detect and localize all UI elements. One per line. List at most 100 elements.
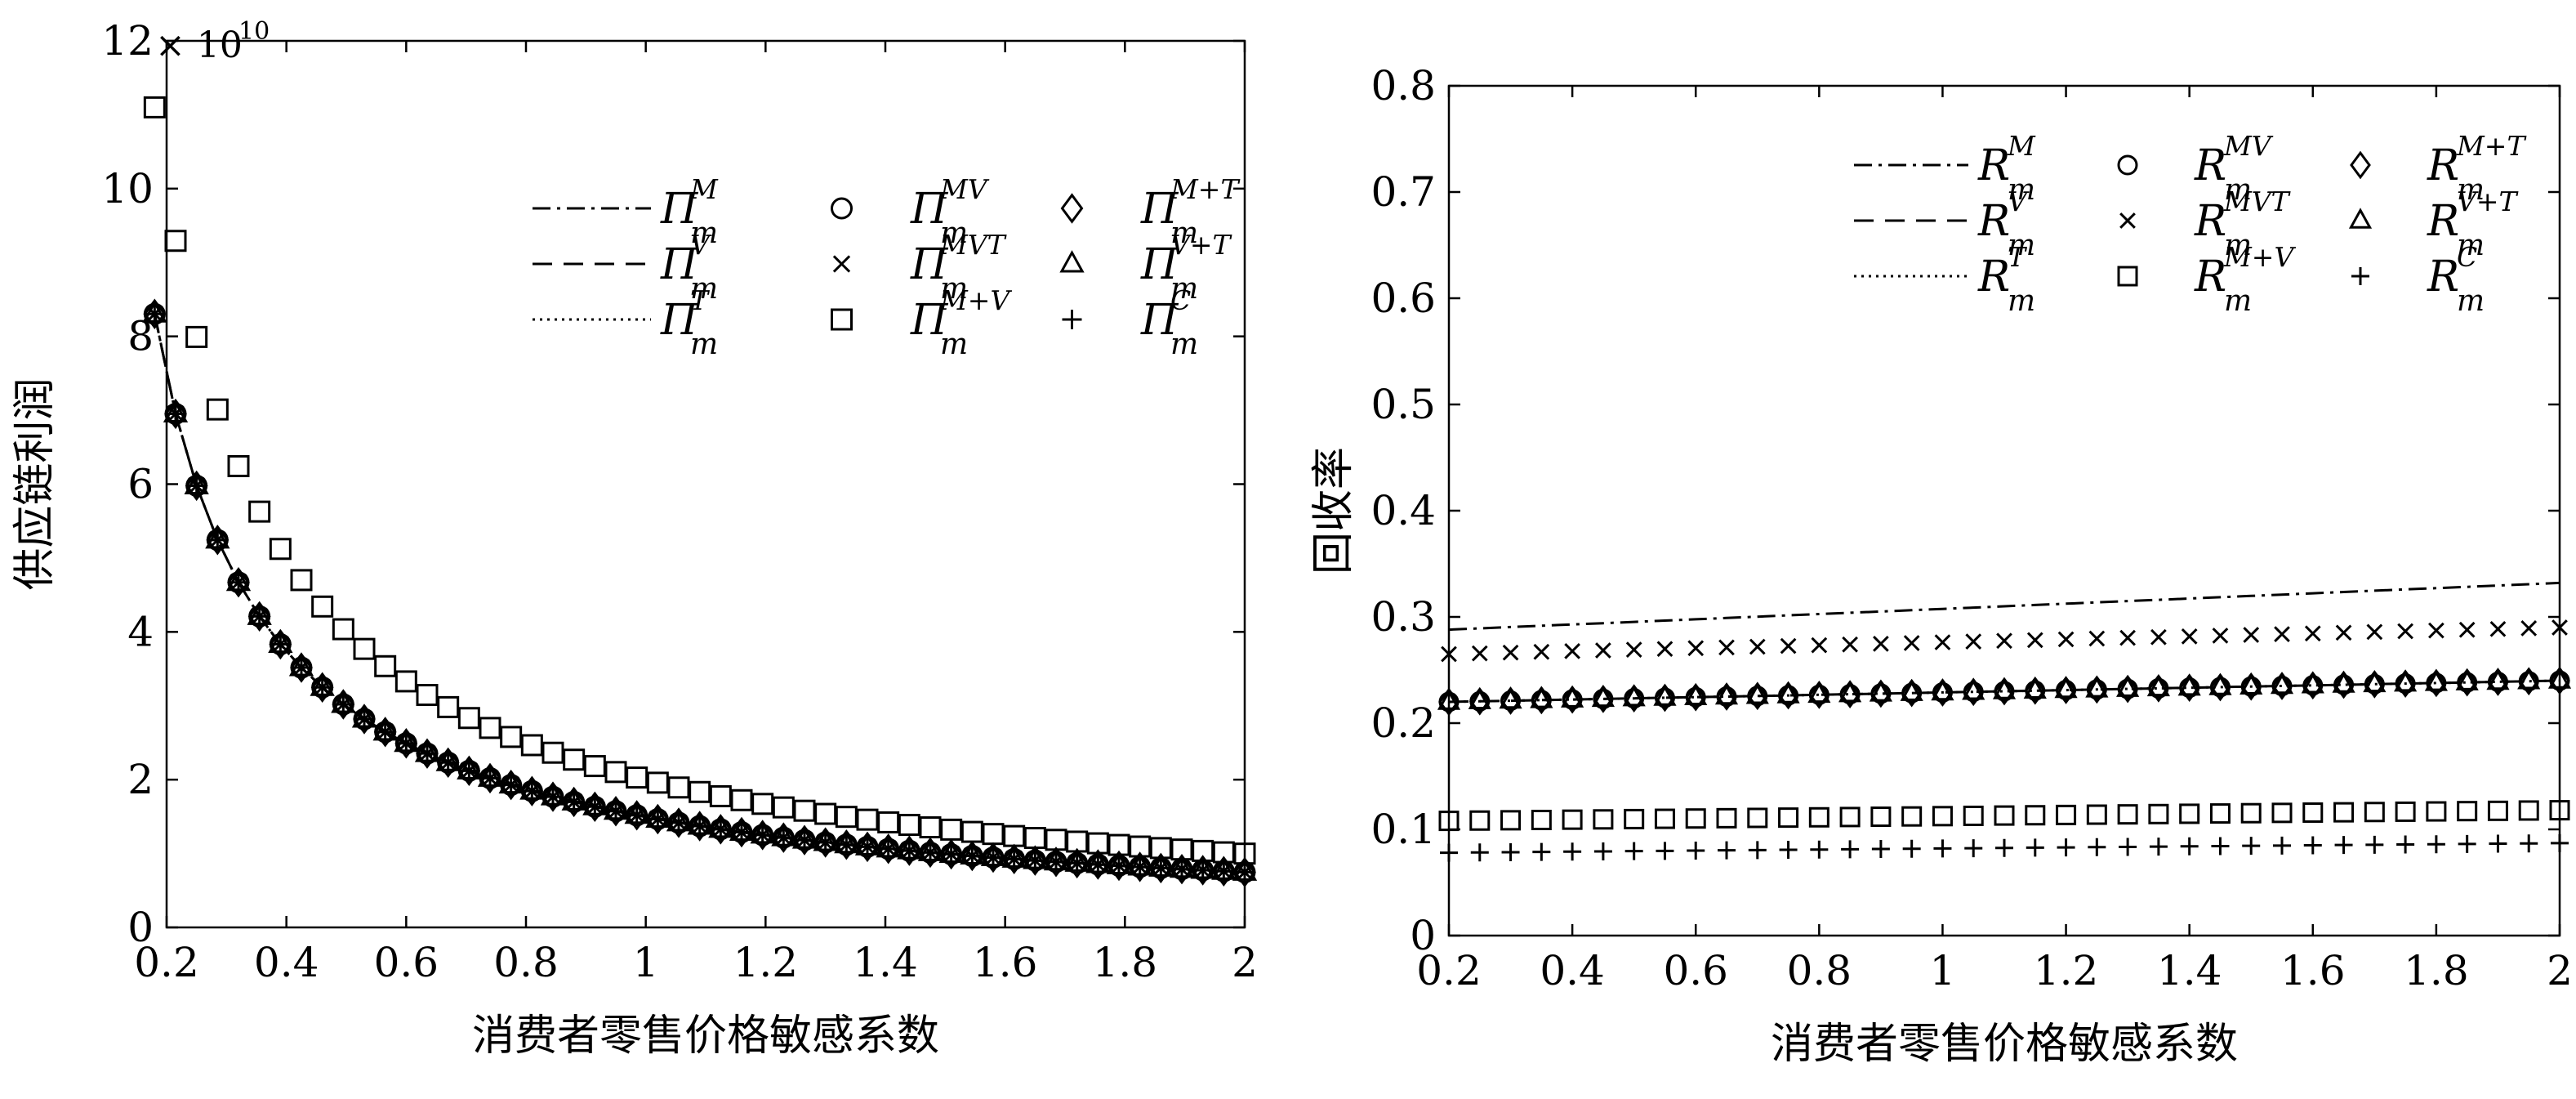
x-marker <box>1780 637 1797 654</box>
plus-marker <box>2396 835 2415 854</box>
square-marker <box>227 454 250 477</box>
legend-symbol: R <box>1977 141 2010 190</box>
x-tick-label: 2 <box>2547 947 2573 994</box>
diamond-marker <box>1654 683 1676 713</box>
x-tick-label: 1 <box>1930 947 1956 994</box>
diamond-marker <box>227 566 250 598</box>
diamond-marker <box>1839 680 1861 708</box>
square-marker <box>1685 808 1706 829</box>
square-marker <box>2025 805 2046 826</box>
diamond-marker <box>856 831 879 863</box>
series-dotted <box>1448 679 2560 704</box>
square-marker <box>500 726 523 748</box>
series-triangle <box>142 300 1258 881</box>
plus-marker <box>375 721 395 742</box>
triangle-marker <box>1838 681 1862 703</box>
x-tick-label: 1.6 <box>973 939 1038 986</box>
triangle-marker <box>2085 677 2109 698</box>
diamond-marker <box>353 704 376 735</box>
legend-symbol: R <box>2194 252 2226 302</box>
x-marker <box>2458 621 2476 638</box>
plus-marker <box>1172 859 1192 879</box>
plus-marker <box>585 797 605 817</box>
diamond-marker <box>2395 669 2416 698</box>
x-tick-label: 0.2 <box>134 939 199 986</box>
square-marker <box>1500 810 1522 831</box>
plus-marker <box>501 775 521 795</box>
diamond-marker <box>1870 679 1892 708</box>
triangle-marker <box>2455 669 2479 690</box>
triangle-marker <box>2486 668 2510 690</box>
plus-marker <box>417 744 437 764</box>
plus-marker <box>2088 838 2106 856</box>
diamond-marker <box>1060 193 1084 224</box>
y-axis-label: 回收率 <box>1309 447 1358 574</box>
x-marker <box>1842 636 1858 653</box>
legend-superscript: MV <box>2223 130 2274 162</box>
triangle-marker <box>2177 674 2201 696</box>
legend-subscript: m <box>690 272 718 306</box>
series-x <box>1441 619 2568 663</box>
y-tick-label: 0.7 <box>1370 168 1436 216</box>
square-marker <box>563 748 586 771</box>
plus-marker <box>689 816 710 837</box>
square-marker <box>831 308 853 331</box>
diamond-marker <box>310 672 334 703</box>
plus-marker <box>166 404 185 424</box>
triangle-marker <box>1992 678 2017 699</box>
plus-marker <box>480 768 500 789</box>
plus-marker <box>2365 835 2384 854</box>
y-tick-label: 0.4 <box>1370 487 1436 534</box>
diamond-marker <box>625 800 648 831</box>
x-tick-label: 0.4 <box>254 939 319 986</box>
legend-superscript: V <box>690 229 712 261</box>
square-marker <box>793 799 816 822</box>
triangle-marker <box>2547 668 2572 689</box>
legend-subscript: m <box>690 328 718 361</box>
square-marker <box>2426 801 2447 822</box>
plus-marker <box>815 833 836 853</box>
diamond-marker <box>164 398 187 430</box>
diamond-marker <box>1191 855 1214 886</box>
plus-marker <box>543 787 563 807</box>
legend-symbol: Π <box>910 296 949 345</box>
square-marker <box>1994 805 2015 826</box>
legend-symbol: R <box>2427 141 2459 190</box>
plus-marker <box>1779 841 1798 860</box>
legend-superscript: MVT <box>2223 185 2292 217</box>
square-marker <box>877 811 900 833</box>
diamond-marker <box>2333 670 2355 699</box>
diamond-marker <box>373 717 397 748</box>
square-marker <box>626 766 648 789</box>
x-tick-label: 0.2 <box>1416 947 1482 994</box>
diamond-marker <box>1128 851 1152 882</box>
square-marker <box>290 569 313 592</box>
legend-subscript: m <box>940 272 968 306</box>
legend-symbol: Π <box>1140 185 1179 234</box>
plus-marker <box>522 781 542 802</box>
x-marker <box>1564 643 1580 659</box>
square-marker <box>689 780 711 803</box>
plus-marker <box>2242 837 2261 856</box>
plus-marker <box>1004 849 1024 869</box>
diamond-marker <box>604 796 627 827</box>
plus-marker <box>438 753 458 773</box>
plus-marker <box>2180 837 2199 856</box>
square-marker <box>2179 803 2200 824</box>
plus-marker <box>2427 835 2445 854</box>
x-marker <box>2212 628 2229 644</box>
plus-marker <box>795 830 814 851</box>
x-marker <box>2088 630 2106 647</box>
x-tick-label: 1.2 <box>733 939 799 986</box>
y-tick-label: 0.5 <box>1370 381 1436 428</box>
diamond-marker <box>939 838 963 870</box>
diamond-marker <box>1212 856 1236 887</box>
plus-marker <box>2551 833 2569 852</box>
x-marker <box>2150 628 2167 646</box>
square-marker <box>332 618 354 641</box>
legend-symbol: Π <box>660 240 699 289</box>
x-marker <box>2489 620 2507 637</box>
square-marker <box>2148 803 2169 824</box>
x-tick-label: 1.8 <box>2404 947 2469 994</box>
diamond-marker <box>457 755 481 787</box>
